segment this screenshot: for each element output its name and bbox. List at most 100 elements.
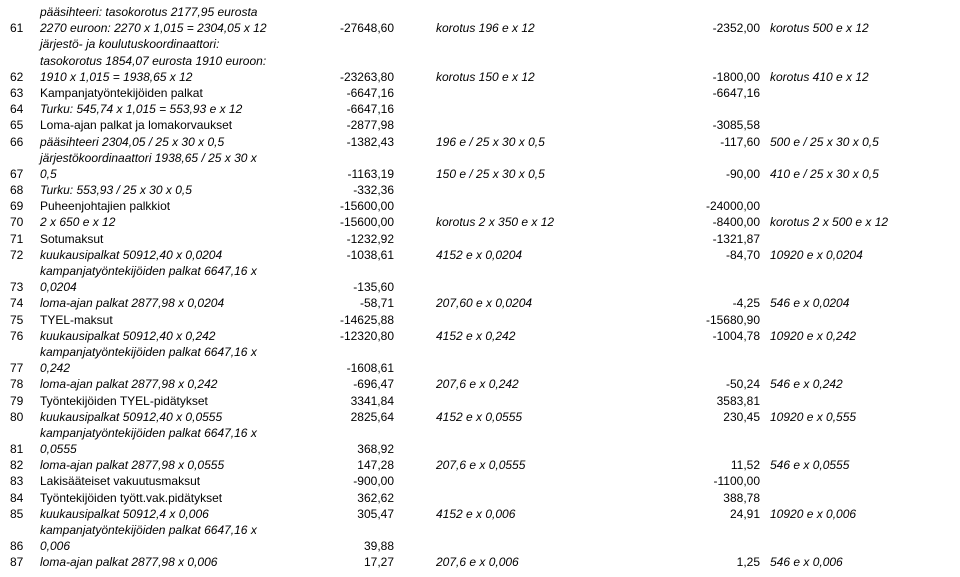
value-2 bbox=[658, 53, 762, 69]
value-3: -1555,78 bbox=[922, 231, 960, 247]
table-row: 68Turku: 553,93 / 25 x 30 x 0,5-332,36 bbox=[8, 182, 960, 198]
row-description: kampanjatyöntekijöiden palkat 6647,16 x bbox=[38, 263, 302, 279]
row-description: Kampanjatyöntekijöiden palkat bbox=[38, 85, 302, 101]
mid-text-2: 10920 e x 0,555 bbox=[762, 409, 922, 425]
row-number: 64 bbox=[8, 101, 38, 117]
mid-text-1 bbox=[396, 263, 658, 279]
row-number: 80 bbox=[8, 409, 38, 425]
table-row: kampanjatyöntekijöiden palkat 6647,16 x bbox=[8, 425, 960, 441]
row-number: 85 bbox=[8, 506, 38, 522]
mid-text-1: 207,6 e x 0,006 bbox=[396, 554, 658, 570]
value-2: -15680,90 bbox=[658, 312, 762, 328]
value-3: 457,58 bbox=[922, 490, 960, 506]
value-1: 3341,84 bbox=[302, 393, 396, 409]
mid-text-1: 4152 e x 0,0204 bbox=[396, 247, 658, 263]
table-row: 69Puheenjohtajien palkkiot-15600,00-2400… bbox=[8, 198, 960, 214]
value-3: -222,77 bbox=[922, 247, 960, 263]
value-1: -6647,16 bbox=[302, 85, 396, 101]
row-number: 68 bbox=[8, 182, 38, 198]
value-1 bbox=[302, 4, 396, 20]
value-2: 1,25 bbox=[658, 554, 762, 570]
table-row: tasokorotus 1854,07 eurosta 1910 euroon: bbox=[8, 53, 960, 69]
row-description: järjestö- ja koulutuskoordinaattori: bbox=[38, 36, 302, 52]
row-number: 73 bbox=[8, 279, 38, 295]
row-description: pääsihteeri 2304,05 / 25 x 30 x 0,5 bbox=[38, 134, 302, 150]
row-description: kampanjatyöntekijöiden palkat 6647,16 x bbox=[38, 522, 302, 538]
row-description: 0,006 bbox=[38, 538, 302, 554]
mid-text-1 bbox=[396, 182, 658, 198]
row-number: 63 bbox=[8, 85, 38, 101]
table-row: 64Turku: 545,74 x 1,015 = 553,93 e x 12-… bbox=[8, 101, 960, 117]
mid-text-2: 546 e x 0,006 bbox=[762, 554, 922, 570]
value-1: 2825,64 bbox=[302, 409, 396, 425]
value-3 bbox=[922, 538, 960, 554]
mid-text-1 bbox=[396, 312, 658, 328]
table-row: 76kuukausipalkat 50912,40 x 0,242-12320,… bbox=[8, 328, 960, 344]
mid-text-2 bbox=[762, 360, 922, 376]
value-2: -1800,00 bbox=[658, 69, 762, 85]
value-3 bbox=[922, 4, 960, 20]
value-1: 305,47 bbox=[302, 506, 396, 522]
row-number: 61 bbox=[8, 20, 38, 36]
value-3: -1300,00 bbox=[922, 473, 960, 489]
row-description: 0,0204 bbox=[38, 279, 302, 295]
mid-text-1 bbox=[396, 538, 658, 554]
value-1: -1608,61 bbox=[302, 360, 396, 376]
value-2: -24000,00 bbox=[658, 198, 762, 214]
mid-text-1: korotus 150 e x 12 bbox=[396, 69, 658, 85]
mid-text-1 bbox=[396, 53, 658, 69]
row-number: 70 bbox=[8, 214, 38, 230]
row-description: TYEL-maksut bbox=[38, 312, 302, 328]
mid-text-2: 546 e x 0,0555 bbox=[762, 457, 922, 473]
value-2 bbox=[658, 101, 762, 117]
mid-text-1 bbox=[396, 522, 658, 538]
value-2: -2352,00 bbox=[658, 20, 762, 36]
table-row: 72kuukausipalkat 50912,40 x 0,0204-1038,… bbox=[8, 247, 960, 263]
row-description: kampanjatyöntekijöiden palkat 6647,16 x bbox=[38, 344, 302, 360]
mid-text-1: 207,6 e x 0,0555 bbox=[396, 457, 658, 473]
table-row: 75TYEL-maksut-14625,88-15680,90-18455,67 bbox=[8, 312, 960, 328]
mid-text-2: 10920 e x 0,006 bbox=[762, 506, 922, 522]
table-row: 702 x 650 e x 12-15600,00korotus 2 x 350… bbox=[8, 214, 960, 230]
row-number bbox=[8, 344, 38, 360]
row-description: loma-ajan palkat 2877,98 x 0,0204 bbox=[38, 295, 302, 311]
mid-text-1 bbox=[396, 36, 658, 52]
value-1 bbox=[302, 36, 396, 52]
mid-text-1: 150 e / 25 x 30 x 0,5 bbox=[396, 166, 658, 182]
mid-text-1: 207,60 e x 0,0204 bbox=[396, 295, 658, 311]
row-number: 67 bbox=[8, 166, 38, 182]
value-2: -8400,00 bbox=[658, 214, 762, 230]
budget-table: pääsihteeri: tasokorotus 2177,95 eurosta… bbox=[8, 4, 960, 571]
value-1: -23263,80 bbox=[302, 69, 396, 85]
mid-text-2 bbox=[762, 344, 922, 360]
value-2: -1321,87 bbox=[658, 231, 762, 247]
row-description: Lakisääteiset vakuutusmaksut bbox=[38, 473, 302, 489]
mid-text-1 bbox=[396, 344, 658, 360]
mid-text-2 bbox=[762, 101, 922, 117]
value-1: -27648,60 bbox=[302, 20, 396, 36]
table-row: 670,5-1163,19150 e / 25 x 30 x 0,5-90,00… bbox=[8, 166, 960, 182]
row-description: Turku: 553,93 / 25 x 30 x 0,5 bbox=[38, 182, 302, 198]
table-row: järjestökoordinaattori 1938,65 / 25 x 30… bbox=[8, 150, 960, 166]
value-2 bbox=[658, 344, 762, 360]
value-1: 362,62 bbox=[302, 490, 396, 506]
value-3 bbox=[922, 53, 960, 69]
mid-text-1: korotus 2 x 350 e x 12 bbox=[396, 214, 658, 230]
row-number bbox=[8, 522, 38, 538]
value-1: -696,47 bbox=[302, 376, 396, 392]
value-2 bbox=[658, 182, 762, 198]
row-number: 83 bbox=[8, 473, 38, 489]
value-2: -6647,16 bbox=[658, 85, 762, 101]
value-3: -3631,58 bbox=[922, 117, 960, 133]
mid-text-2 bbox=[762, 231, 922, 247]
row-description: 0,0555 bbox=[38, 441, 302, 457]
row-number: 72 bbox=[8, 247, 38, 263]
value-2: -117,60 bbox=[658, 134, 762, 150]
value-3 bbox=[922, 150, 960, 166]
value-1: -1163,19 bbox=[302, 166, 396, 182]
value-3 bbox=[922, 101, 960, 117]
value-1: -332,36 bbox=[302, 182, 396, 198]
value-1: 39,88 bbox=[302, 538, 396, 554]
mid-text-2 bbox=[762, 182, 922, 198]
mid-text-2 bbox=[762, 36, 922, 52]
